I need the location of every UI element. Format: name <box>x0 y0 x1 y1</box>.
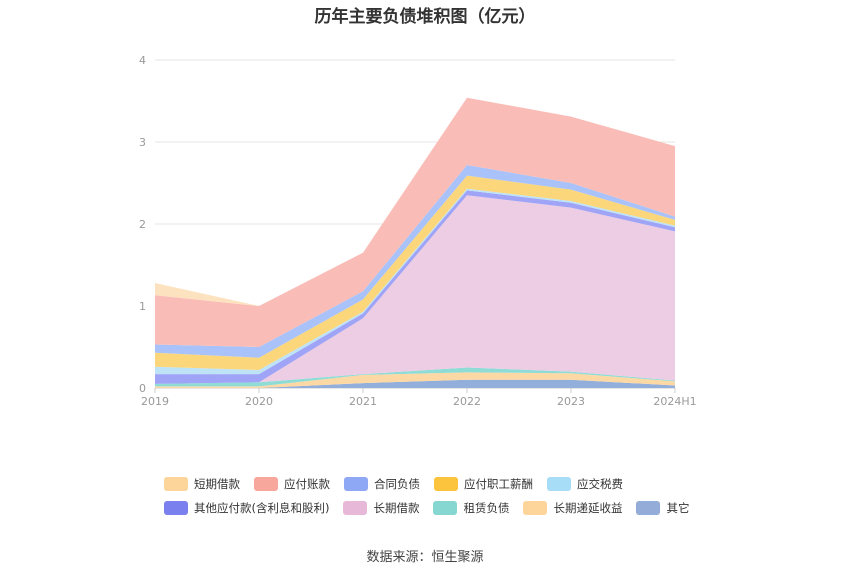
x-tick-label: 2019 <box>141 395 169 408</box>
data-source: 数据来源：恒生聚源 <box>366 550 484 565</box>
legend-item[interactable]: 应付职工薪酬 <box>434 476 533 492</box>
legend-item[interactable]: 长期借款 <box>343 500 419 516</box>
x-tick-label: 2024H1 <box>653 395 696 408</box>
legend-item[interactable]: 应交税费 <box>547 476 623 492</box>
area-series <box>155 97 675 347</box>
legend-swatch <box>547 477 571 491</box>
area-series <box>155 367 675 387</box>
legend-label: 长期借款 <box>373 501 420 515</box>
area-series <box>155 195 675 384</box>
y-tick-label: 2 <box>139 218 146 231</box>
legend-label: 其它 <box>666 501 690 515</box>
legend-row-1: 短期借款 应付账款 合同负债 应付职工薪酬 应交税费 <box>164 472 784 496</box>
x-tick-label: 2021 <box>349 395 377 408</box>
legend-swatch <box>164 501 188 515</box>
legend-item[interactable]: 其它 <box>636 500 689 516</box>
y-tick-label: 4 <box>139 54 146 67</box>
area-series <box>155 372 675 388</box>
legend-item[interactable]: 租赁负债 <box>433 500 509 516</box>
legend-label: 其他应付款(含利息和股利) <box>194 501 330 515</box>
legend-swatch <box>254 477 278 491</box>
legend-swatch <box>434 477 458 491</box>
legend-swatch <box>344 477 368 491</box>
legend-label: 长期递延收益 <box>553 501 623 515</box>
y-tick-label: 3 <box>139 136 146 149</box>
legend-swatch <box>433 501 458 515</box>
legend-item[interactable]: 其他应付款(含利息和股利) <box>164 500 329 516</box>
legend-label: 短期借款 <box>194 477 240 491</box>
legend-swatch <box>343 501 368 515</box>
stacked-area-chart: 0 1 2 3 4 2019 2020 2021 2022 2023 2024H1 <box>139 54 697 408</box>
legend-label: 应付账款 <box>284 477 330 491</box>
chart-legend: 短期借款 应付账款 合同负债 应付职工薪酬 应交税费 其他应付款(含利息和股利)… <box>164 472 784 520</box>
legend-item[interactable]: 合同负债 <box>344 476 420 492</box>
legend-item[interactable]: 短期借款 <box>164 476 240 492</box>
legend-swatch <box>164 477 188 491</box>
y-tick-label: 1 <box>139 300 146 313</box>
legend-label: 应付职工薪酬 <box>464 477 533 491</box>
legend-label: 合同负债 <box>374 477 420 491</box>
legend-label: 应交税费 <box>577 477 623 491</box>
legend-label: 租赁负债 <box>463 501 510 515</box>
legend-item[interactable]: 长期递延收益 <box>523 500 622 516</box>
x-tick-label: 2023 <box>557 395 585 408</box>
x-tick-label: 2020 <box>245 395 273 408</box>
x-tick-label: 2022 <box>453 395 481 408</box>
legend-item[interactable]: 应付账款 <box>254 476 330 492</box>
legend-row-2: 其他应付款(含利息和股利) 长期借款 租赁负债 长期递延收益 其它 <box>164 496 784 520</box>
legend-swatch <box>523 501 548 515</box>
chart-title: 历年主要负债堆积图（亿元） <box>314 7 536 27</box>
area-series <box>155 379 675 388</box>
y-tick-label: 0 <box>139 382 146 395</box>
legend-swatch <box>636 501 661 515</box>
